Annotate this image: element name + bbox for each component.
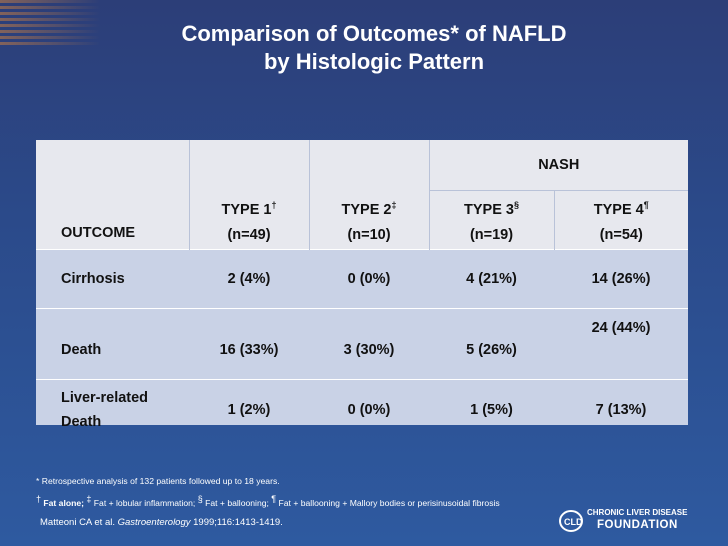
footnote-mark: ¶ <box>643 199 649 210</box>
logo-mark-text: CLD <box>564 517 583 527</box>
footnotes: * Retrospective analysis of 132 patients… <box>36 472 500 512</box>
column-header: TYPE 3§ (n=19) <box>429 190 555 249</box>
slide-title: Comparison of Outcomes* of NAFLD by Hist… <box>110 20 638 76</box>
column-type: TYPE 2 <box>341 201 392 218</box>
footnote-mark: § <box>513 199 519 210</box>
table-header-row-2: OUTCOME TYPE 1† (n=49) TYPE 2‡ (n=10) TY… <box>36 190 688 249</box>
table-row: Cirrhosis 2 (4%) 0 (0%) 4 (21%) 14 (26%) <box>36 248 688 308</box>
citation: Matteoni CA et al. Gastroenterology 1999… <box>40 517 283 528</box>
column-n: (n=19) <box>469 226 514 243</box>
row-label: Cirrhosis <box>36 248 189 308</box>
outcome-header: OUTCOME <box>36 190 190 249</box>
foundation-logo: CLD CHRONIC LIVER DISEASE FOUNDATION <box>559 505 704 535</box>
column-type: TYPE 4 <box>593 201 644 218</box>
table-header-row-1: NASH <box>36 140 688 191</box>
column-header: TYPE 2‡ (n=10) <box>309 190 430 249</box>
cld-logo-icon: CLD <box>559 510 583 532</box>
column-n: (n=10) <box>347 226 391 243</box>
table-cell: 5 (26%) <box>429 307 554 379</box>
nash-group-header: NASH <box>429 140 688 191</box>
logo-line-2: FOUNDATION <box>597 519 678 531</box>
outcomes-table-panel: NASH OUTCOME TYPE 1† (n=49) TYPE 2‡ (n=1… <box>36 140 688 441</box>
title-line-1: Comparison of Outcomes* of NAFLD <box>181 21 567 46</box>
table-cell: 3 (30%) <box>309 307 429 379</box>
table-cell: 7 (13%) <box>554 378 688 441</box>
column-header: TYPE 1† (n=49) <box>189 190 310 249</box>
decorative-stripes <box>0 0 100 48</box>
table-cell: 1 (5%) <box>429 378 554 441</box>
footnote-mark: † <box>271 199 277 210</box>
footnote-retrospective: * Retrospective analysis of 132 patients… <box>36 476 280 486</box>
table-cell: 2 (4%) <box>189 248 309 308</box>
title-line-2: by Histologic Pattern <box>263 49 485 74</box>
table-cell: 14 (26%) <box>554 248 688 308</box>
logo-line-1: CHRONIC LIVER DISEASE <box>587 508 688 517</box>
column-type: TYPE 3 <box>464 201 514 218</box>
outcomes-table: NASH OUTCOME TYPE 1† (n=49) TYPE 2‡ (n=1… <box>36 140 688 441</box>
row-label: Death <box>36 307 189 379</box>
table-cell: 0 (0%) <box>309 248 429 308</box>
row-label: Liver-related Death <box>36 378 189 441</box>
column-header: TYPE 4¶ (n=54) <box>554 190 688 249</box>
column-n: (n=54) <box>599 226 643 243</box>
table-row: Liver-related Death 1 (2%) 0 (0%) 1 (5%)… <box>36 378 688 441</box>
footnote-definitions: † Fat alone; ‡ Fat + lobular inflammatio… <box>36 494 500 508</box>
table-cell: 0 (0%) <box>309 378 429 441</box>
table-row: Death 16 (33%) 3 (30%) 5 (26%) 24 (44%) <box>36 307 688 379</box>
table-cell: 4 (21%) <box>429 248 554 308</box>
table-cell: 16 (33%) <box>189 307 309 379</box>
footnote-mark: ‡ <box>391 199 397 210</box>
column-type: TYPE 1 <box>221 201 272 218</box>
table-cell: 1 (2%) <box>189 378 309 441</box>
table-cell: 24 (44%) <box>554 307 688 379</box>
column-n: (n=49) <box>227 226 271 243</box>
